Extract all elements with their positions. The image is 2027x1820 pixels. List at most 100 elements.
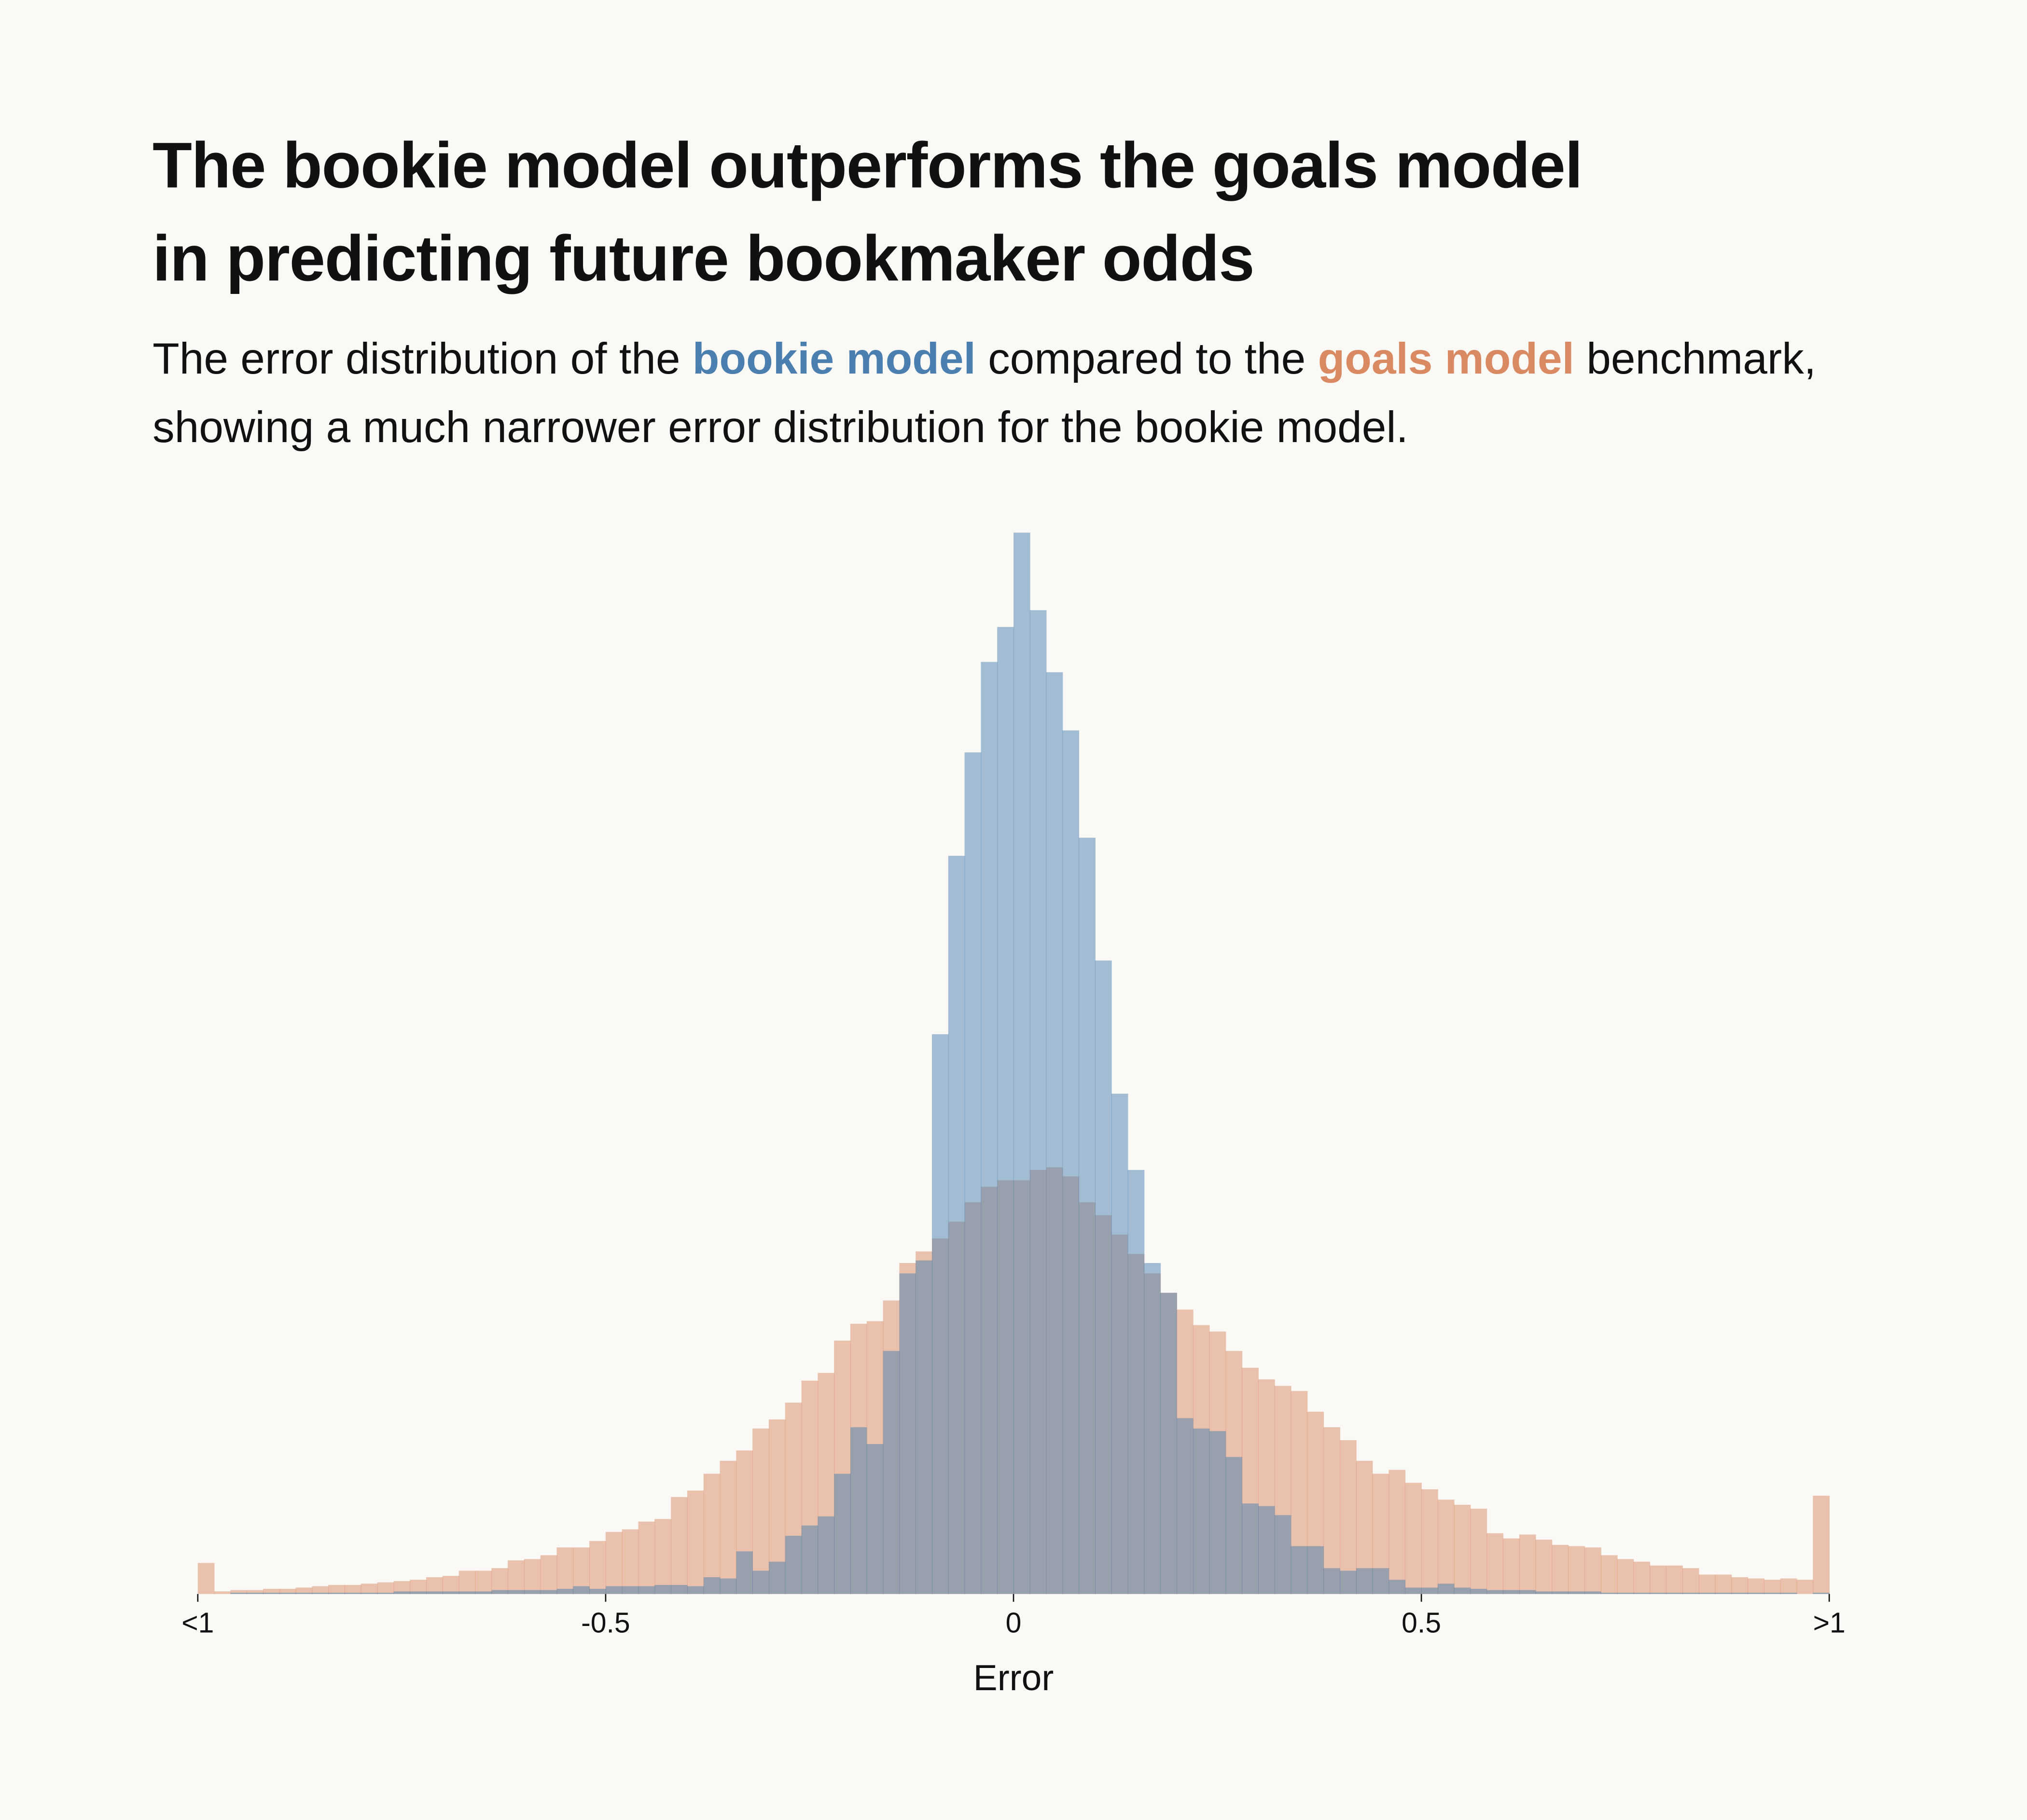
- subtitle-text: compared to the: [988, 334, 1306, 384]
- bar: [1388, 1470, 1406, 1594]
- bar: [948, 856, 965, 1594]
- bar: [491, 1568, 508, 1594]
- bar: [1715, 1593, 1732, 1594]
- bar: [1813, 1496, 1830, 1594]
- bar: [638, 1521, 655, 1594]
- bar: [377, 1582, 394, 1594]
- x-tick-label: <1: [181, 1608, 214, 1639]
- bar: [1731, 1577, 1749, 1594]
- bar: [605, 1586, 623, 1594]
- bar: [393, 1591, 411, 1594]
- bar: [540, 1555, 557, 1594]
- bar: [1633, 1593, 1651, 1594]
- bar: [703, 1473, 721, 1594]
- bar: [295, 1587, 313, 1594]
- bar: [964, 752, 982, 1594]
- bar: [556, 1547, 574, 1594]
- bar: [671, 1584, 688, 1594]
- bar: [1617, 1593, 1634, 1594]
- bar: [1764, 1593, 1781, 1594]
- bar: [556, 1588, 574, 1594]
- bar: [589, 1588, 606, 1594]
- bar: [1470, 1588, 1487, 1594]
- chart-subtitle: The error distribution of the bookie mod…: [153, 326, 1988, 463]
- bar: [1454, 1504, 1471, 1594]
- bar: [1258, 1506, 1275, 1594]
- bar: [932, 1034, 949, 1594]
- bar: [426, 1591, 443, 1594]
- bar: [279, 1593, 296, 1594]
- bar: [736, 1551, 753, 1594]
- bar: [345, 1593, 361, 1594]
- bar: [1666, 1565, 1683, 1594]
- bar: [1340, 1570, 1357, 1594]
- bar: [361, 1593, 378, 1594]
- bar: [328, 1593, 345, 1594]
- bar: [295, 1593, 313, 1594]
- bar: [1454, 1587, 1471, 1594]
- bar: [1503, 1538, 1520, 1594]
- bar: [1633, 1561, 1651, 1594]
- bar: [1764, 1580, 1781, 1594]
- bar: [671, 1497, 688, 1594]
- bar: [622, 1586, 639, 1594]
- bar: [1682, 1568, 1699, 1594]
- bar: [1437, 1500, 1455, 1594]
- bar: [801, 1525, 819, 1594]
- bar: [1388, 1580, 1406, 1594]
- bar: [1731, 1593, 1749, 1594]
- bar: [1193, 1428, 1210, 1594]
- bar: [752, 1570, 769, 1594]
- bar: [1421, 1587, 1438, 1594]
- bar: [916, 1260, 932, 1594]
- bar: [866, 1444, 884, 1594]
- bar: [1323, 1427, 1340, 1594]
- bar: [1095, 960, 1112, 1594]
- x-tick-label: -0.5: [581, 1608, 630, 1639]
- bar: [1617, 1559, 1634, 1594]
- bar: [328, 1584, 345, 1594]
- bar: [605, 1532, 623, 1594]
- bar: [230, 1590, 248, 1594]
- bar: [1062, 730, 1080, 1594]
- bar: [1780, 1578, 1797, 1594]
- chart-title: The bookie model outperforms the goals m…: [153, 119, 1583, 305]
- bar: [263, 1588, 280, 1594]
- x-tick-label: 0: [1006, 1608, 1022, 1639]
- bar: [1470, 1508, 1487, 1594]
- bar: [410, 1591, 427, 1594]
- bar: [426, 1577, 443, 1594]
- bar: [1535, 1591, 1553, 1594]
- bar: [1715, 1574, 1732, 1594]
- bar: [1421, 1489, 1438, 1594]
- bar: [1813, 1593, 1830, 1594]
- bar: [883, 1351, 900, 1594]
- bar: [1405, 1483, 1422, 1594]
- bar: [1519, 1534, 1536, 1594]
- bar: [1274, 1515, 1291, 1594]
- subtitle-text: benchmark, showing a much narrower error…: [153, 334, 1817, 453]
- bar: [1568, 1591, 1585, 1594]
- bar: [1519, 1590, 1536, 1594]
- bar: [1503, 1590, 1520, 1594]
- bar: [1340, 1440, 1357, 1594]
- bar: [361, 1584, 378, 1594]
- bar: [752, 1428, 769, 1594]
- x-tick-label: 0.5: [1402, 1608, 1441, 1639]
- bar: [442, 1591, 459, 1594]
- bar: [197, 1563, 215, 1594]
- bar: [279, 1588, 296, 1594]
- title-line: in predicting future bookmaker odds: [153, 222, 1255, 295]
- bar: [818, 1516, 834, 1594]
- bar: [1323, 1568, 1340, 1594]
- bar: [720, 1460, 737, 1594]
- bar: [768, 1561, 786, 1594]
- bar: [1372, 1568, 1389, 1594]
- bar: [899, 1273, 916, 1594]
- bar: [312, 1586, 329, 1594]
- bar: [1225, 1457, 1243, 1594]
- x-axis-label: Error: [973, 1657, 1054, 1698]
- bar: [1486, 1533, 1503, 1594]
- bar: [834, 1473, 851, 1594]
